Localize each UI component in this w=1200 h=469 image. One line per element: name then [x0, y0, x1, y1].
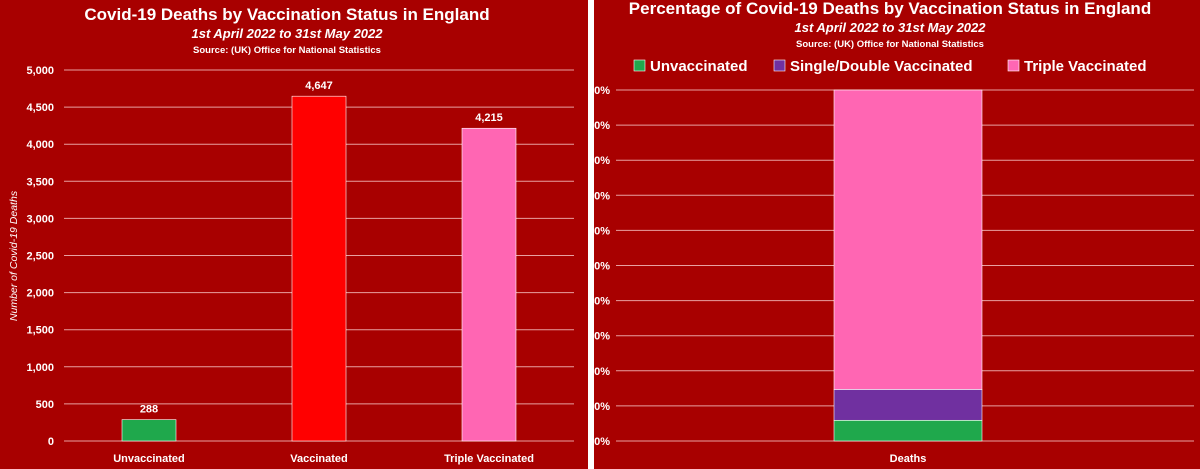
x-tick-label: Unvaccinated [113, 453, 185, 465]
chart-subtitle: 1st April 2022 to 31st May 2022 [191, 26, 383, 41]
y-tick-label: 0 [48, 436, 54, 448]
segment-triple-vaccinated [833, 89, 983, 390]
y-axis-label: Number of Covid-19 Deaths [8, 190, 20, 321]
y-tick-label: 3,500 [26, 176, 54, 188]
bar-unvaccinated [121, 419, 177, 442]
y-tick-label: 10% [594, 401, 610, 413]
data-label-triple-vaccinated: 4,215 [475, 112, 503, 124]
y-tick-label: 3,000 [26, 213, 54, 225]
x-tick-label: Deaths [890, 453, 927, 465]
y-tick-label: 2,500 [26, 251, 54, 263]
data-label-unvaccinated: 288 [140, 404, 158, 416]
legend-item-triple-vaccinated: Triple Vaccinated [1007, 58, 1147, 75]
segment-unvaccinated [833, 419, 983, 442]
x-tick-label: Vaccinated [290, 453, 347, 465]
chart-source: Source: (UK) Office for National Statist… [796, 39, 984, 50]
y-tick-label: 2,000 [26, 288, 54, 300]
y-tick-label: 50% [594, 261, 610, 273]
legend-label: Triple Vaccinated [1024, 58, 1147, 75]
data-label-vaccinated: 4,647 [305, 80, 333, 92]
legend-swatch [1007, 59, 1020, 72]
deaths-count-chart: Covid-19 Deaths by Vaccination Status in… [8, 5, 574, 465]
y-tick-label: 500 [36, 399, 54, 411]
x-axis-ticks: Deaths [890, 453, 927, 465]
bar-vaccinated [291, 95, 347, 442]
legend-item-single-double-vaccinated: Single/Double Vaccinated [773, 58, 973, 75]
chart-title: Percentage of Covid-19 Deaths by Vaccina… [629, 0, 1151, 18]
legend-label: Single/Double Vaccinated [790, 58, 973, 75]
deaths-percentage-chart-panel: Percentage of Covid-19 Deaths by Vaccina… [594, 0, 1200, 469]
stacked-bar [833, 89, 983, 442]
y-tick-label: 1,000 [26, 362, 54, 374]
y-tick-label: 90% [594, 120, 610, 132]
deaths-percentage-chart: Percentage of Covid-19 Deaths by Vaccina… [594, 0, 1194, 465]
panel-divider [588, 0, 594, 469]
legend-label: Unvaccinated [650, 58, 748, 75]
y-tick-label: 4,500 [26, 102, 54, 114]
bar-triple-vaccinated [461, 127, 517, 442]
y-tick-label: 5,000 [26, 65, 54, 77]
data-labels: 288 4,647 4,215 [140, 80, 503, 415]
legend-item-unvaccinated: Unvaccinated [633, 58, 748, 75]
chart-subtitle: 1st April 2022 to 31st May 2022 [794, 20, 986, 35]
legend-swatch [633, 59, 646, 72]
y-tick-label: 30% [594, 331, 610, 343]
x-axis-ticks: Unvaccinated Vaccinated Triple Vaccinated [113, 453, 534, 465]
y-tick-label: 100% [594, 85, 610, 97]
legend-swatch [773, 59, 786, 72]
chart-source: Source: (UK) Office for National Statist… [193, 45, 381, 56]
deaths-count-chart-panel: Covid-19 Deaths by Vaccination Status in… [0, 0, 588, 469]
y-tick-label: 4,000 [26, 139, 54, 151]
bars [121, 95, 517, 442]
y-tick-label: 80% [594, 155, 610, 167]
y-tick-label: 40% [594, 296, 610, 308]
segment-single-double-vaccinated [833, 389, 983, 421]
y-tick-label: 70% [594, 190, 610, 202]
y-tick-label: 60% [594, 225, 610, 237]
y-axis-ticks: 0 500 1,000 1,500 2,000 2,500 3,000 3,500 4,000 4… [26, 65, 54, 448]
y-axis-ticks: 0% 10% 20% 30% 40% 50% 60% 70% 80% 90% 100% [594, 85, 610, 448]
x-tick-label: Triple Vaccinated [444, 453, 534, 465]
y-tick-label: 1,500 [26, 325, 54, 337]
chart-title: Covid-19 Deaths by Vaccination Status in… [84, 5, 489, 24]
y-tick-label: 20% [594, 366, 610, 378]
legend: Unvaccinated Single/Double Vaccinated Trip… [633, 58, 1147, 75]
y-tick-label: 0% [594, 436, 610, 448]
